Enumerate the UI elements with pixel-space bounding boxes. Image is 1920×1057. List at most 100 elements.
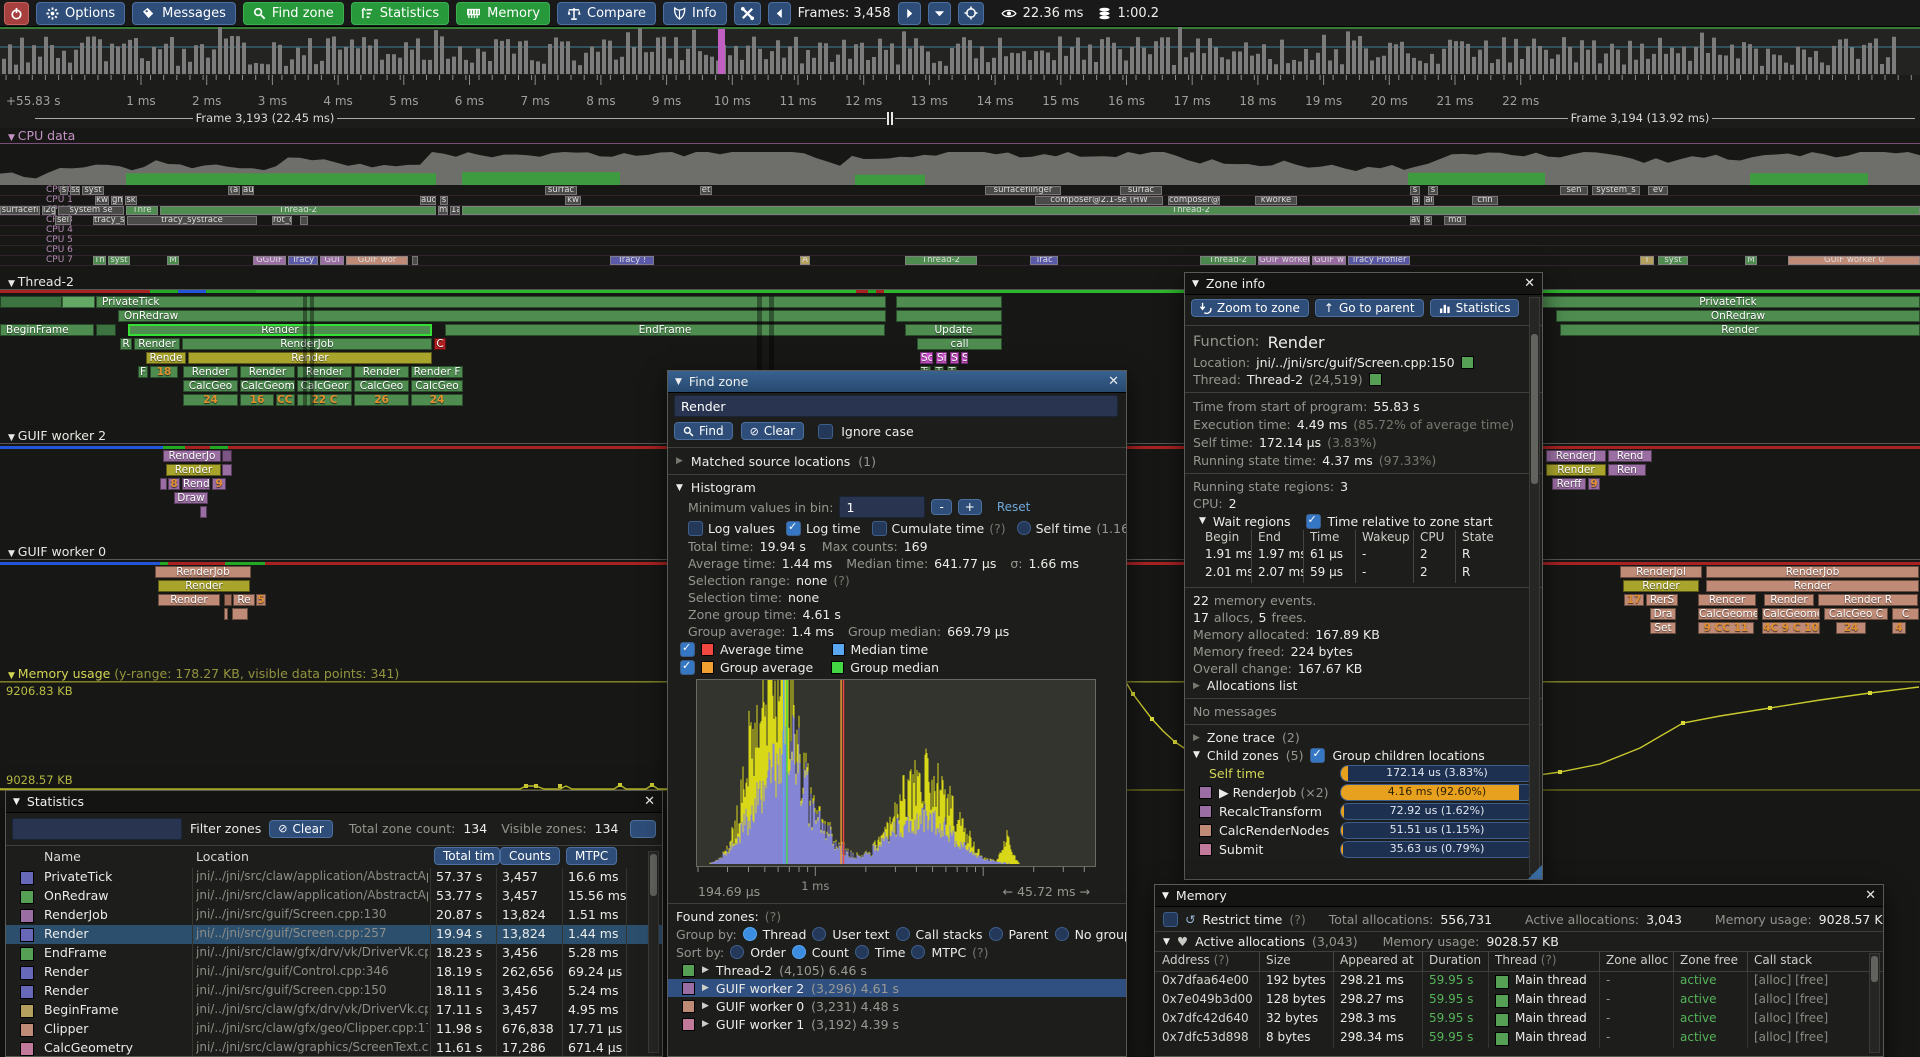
child-zone-row[interactable]: CalcRenderNodes 51.51 us (1.15%)	[1185, 821, 1542, 840]
timeline-zone[interactable]: 24	[1836, 622, 1866, 634]
memory-table-row[interactable]: 0x7dfaa64e00 192 bytes 298.21 ms 59.95 s Mai…	[1155, 972, 1883, 991]
find-zone-histogram[interactable]	[696, 679, 1096, 867]
cpu-zone[interactable]: (a	[228, 186, 240, 195]
help-icon[interactable]: (?)	[989, 520, 1006, 536]
sort-by-radio-order[interactable]	[730, 945, 745, 959]
cpu-zone[interactable]: gm	[111, 196, 123, 205]
group-by-option-label[interactable]: Call stacks	[915, 926, 983, 942]
cpu-zone[interactable]: surfaceflinger	[985, 186, 1061, 195]
col-counts[interactable]: Counts	[500, 847, 560, 865]
timeline-zone[interactable]: Render	[183, 366, 238, 378]
cpu-zone[interactable]: GUIF wor	[346, 256, 408, 265]
cpu-zone[interactable]: s	[1428, 186, 1438, 195]
timeline-zone[interactable]: S	[950, 352, 959, 364]
info-button[interactable]: Info	[663, 1, 727, 25]
help-icon[interactable]: (?)	[833, 573, 850, 588]
timeline-zone[interactable]: OnRedraw	[1556, 310, 1920, 322]
timeline-zone[interactable]: CalcGeo	[354, 380, 409, 392]
memory-col-header[interactable]: Zone alloc	[1606, 953, 1669, 967]
col-total-time[interactable]: Total tim	[434, 847, 500, 865]
timeline-zone[interactable]: Render	[158, 580, 250, 592]
collapse-icon[interactable]: ▼	[8, 433, 18, 443]
cpu-zone[interactable]: A	[800, 256, 810, 265]
cpu-zone[interactable]: Thread-2	[462, 206, 1920, 215]
timeline-zone[interactable]	[222, 464, 232, 476]
sort-by-option-label[interactable]: Time	[874, 944, 906, 960]
cpu-zone[interactable]: tracy_sy	[93, 216, 125, 225]
cpu-zone[interactable]	[300, 216, 308, 225]
expand-icon[interactable]: ▶	[1193, 680, 1200, 691]
cpu-zone[interactable]: 1a	[450, 206, 460, 215]
child-zone-row[interactable]: RecalcTransform 72.92 us (1.62%)	[1185, 802, 1542, 821]
timeline-zone[interactable]: Set	[1650, 622, 1676, 634]
expand-icon[interactable]: ▶	[676, 456, 683, 466]
close-icon[interactable]: ✕	[1524, 276, 1535, 291]
timeline-zone[interactable]: RenderJob	[1706, 566, 1919, 578]
sort-by-radio-mtpc[interactable]	[911, 945, 926, 959]
go-to-parent-button[interactable]: ↑ Go to parent	[1314, 299, 1424, 317]
found-zone-row[interactable]: ▶ GUIF worker 2 (3,296) 4.61 s	[668, 979, 1126, 997]
timeline-zone[interactable]: S	[961, 352, 968, 364]
cpu-zone[interactable]: et	[700, 186, 712, 195]
timeline-zone[interactable]: Render	[1560, 324, 1920, 336]
cpu-zone[interactable]: tracy_systrace	[127, 216, 257, 225]
cpu-zone[interactable]: composer@2.1-se (HW	[1035, 196, 1163, 205]
memory-button[interactable]: Memory	[456, 1, 551, 25]
child-zone-row[interactable]: Submit 35.63 us (0.79%)	[1185, 840, 1542, 859]
frame-label[interactable]: Frame 3,193 (22.45 ms)	[195, 111, 335, 125]
min-bin-input[interactable]	[839, 496, 926, 518]
find-zone-titlebar[interactable]: ▼ Find zone ✕	[668, 371, 1126, 393]
timeline-zone[interactable]	[232, 608, 248, 620]
reset-button[interactable]: Reset	[996, 500, 1031, 514]
memory-col-header[interactable]: Address (?)	[1162, 953, 1230, 967]
cpu-zone[interactable]: surfac	[1120, 186, 1162, 195]
zone-info-titlebar[interactable]: ▼ Zone info ✕	[1185, 273, 1542, 295]
cpu-zone[interactable]: rot_d	[272, 216, 292, 225]
bin-plus-button[interactable]: +	[957, 499, 982, 515]
alloc-callstack[interactable]: [alloc] [free]	[1754, 1011, 1829, 1025]
prev-frame-button[interactable]	[767, 1, 791, 25]
wait-col-header[interactable]: CPU	[1413, 530, 1455, 547]
collapse-icon[interactable]: ▼	[676, 482, 683, 493]
find-zone-button[interactable]: Find zone	[242, 1, 344, 25]
collapse-icon[interactable]: ▼	[8, 671, 18, 681]
timeline-zone[interactable]	[224, 608, 228, 620]
messages-button[interactable]: Messages	[132, 1, 236, 25]
cpu-zone[interactable]: sei	[55, 216, 71, 225]
sort-by-option-label[interactable]: MTPC	[931, 944, 967, 960]
timeline-zone[interactable]: Render	[158, 594, 220, 606]
timeline-zone[interactable]	[200, 506, 207, 518]
timeline-zone[interactable]: Dra	[1650, 608, 1676, 620]
timeline-zone[interactable]: BeginFrame	[0, 324, 94, 336]
col-location[interactable]: Location	[196, 849, 249, 864]
table-row[interactable]: Clipper jni/../jni/src/claw/gfx/geo/Clipp…	[6, 1020, 662, 1039]
table-row[interactable]: BeginFrame jni/../jni/src/claw/gfx/drv/vk…	[6, 1001, 662, 1020]
cpu-zone[interactable]: au	[242, 186, 254, 195]
timeline-zone[interactable]: Render	[1546, 464, 1606, 476]
timeline-zone[interactable]: R	[120, 338, 132, 350]
cpu-zone[interactable]: Tracy Profiler	[1348, 256, 1410, 265]
cpu-zone[interactable]: m	[438, 206, 448, 215]
alloc-callstack[interactable]: [alloc] [free]	[1754, 1030, 1829, 1044]
memory-col-header[interactable]: Thread (?)	[1495, 953, 1557, 967]
timeline-zone[interactable]: Rende	[146, 352, 186, 364]
timeline-zone[interactable]: C	[1892, 608, 1919, 620]
timeline-zone[interactable]	[160, 478, 167, 490]
col-mtpc[interactable]: MTPC	[566, 847, 618, 865]
collapse-icon[interactable]: ▼	[1193, 750, 1200, 760]
cpu-zone[interactable]: av	[1410, 216, 1420, 225]
find-zone-search-input[interactable]	[674, 395, 1118, 417]
zoom-to-zone-button[interactable]: Zoom to zone	[1191, 299, 1309, 317]
wait-col-header[interactable]: State	[1455, 530, 1499, 547]
timeline-zone[interactable]	[0, 296, 62, 308]
timeline-zone[interactable]: CalcGeomet	[1762, 608, 1820, 620]
timeline-zone[interactable]: Re	[233, 594, 255, 606]
time-axis[interactable]: +55.83 s 1 ms 2 ms 3 ms 4 ms 5 ms 6 ms 7 ms 8 ms…	[0, 75, 1920, 113]
alloc-callstack[interactable]: [alloc] [free]	[1754, 992, 1829, 1006]
bin-minus-button[interactable]: -	[931, 499, 952, 515]
wait-table-row[interactable]: 1.91 ms 1.97 ms 61 µs -2 R	[1199, 547, 1542, 565]
draw-avg-median-checkbox[interactable]	[680, 641, 695, 657]
ignore-case-checkbox[interactable]	[818, 423, 834, 439]
thread-header-thread-2[interactable]: ▼ Thread-2	[8, 274, 74, 289]
stats-scrollbar[interactable]	[648, 851, 659, 1053]
